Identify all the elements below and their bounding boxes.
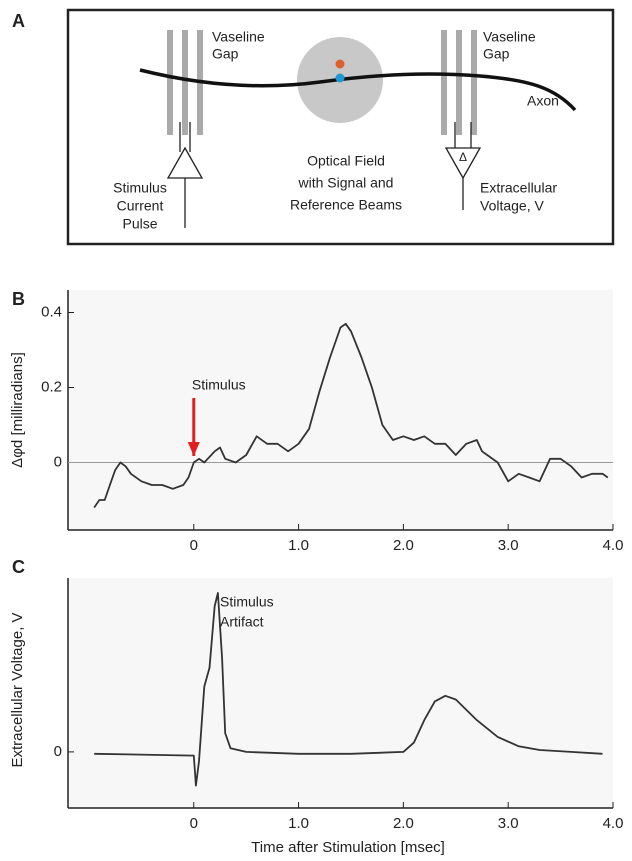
label: Vaseline: [212, 29, 265, 45]
panel-label: B: [12, 289, 25, 309]
label: Optical Field: [307, 153, 385, 169]
y-tick-label: 0.2: [41, 378, 62, 395]
label: Gap: [483, 46, 510, 62]
x-axis-label: Time after Stimulation [msec]: [251, 839, 445, 856]
plot-area: [68, 290, 613, 530]
amplifiers: [166, 122, 482, 228]
label: Pulse: [122, 216, 157, 232]
axon: [139, 68, 577, 112]
x-tick-label: 3.0: [498, 815, 519, 832]
x-tick-label: 1.0: [288, 537, 309, 554]
annotation: Stimulus: [220, 594, 274, 610]
label: Extracellular: [480, 180, 557, 196]
label: Gap: [212, 46, 239, 62]
label: Reference Beams: [290, 197, 402, 213]
annotation: Stimulus: [192, 377, 246, 393]
signal-beam: [335, 59, 345, 69]
panel-label: A: [12, 11, 25, 31]
frame: [66, 8, 615, 246]
x-tick-label: 0: [190, 537, 198, 554]
y-axis-label: Δφd [milliradians]: [9, 352, 26, 468]
x-tick-label: 2.0: [393, 537, 414, 554]
panel-label: C: [12, 557, 25, 577]
x-tick-label: 4.0: [603, 815, 624, 832]
data-line: [93, 322, 609, 509]
delta: Δ: [459, 150, 467, 164]
annotation: Artifact: [220, 614, 264, 630]
y-tick-label: 0: [54, 453, 62, 470]
label: Vaseline: [483, 29, 536, 45]
diagram: Δ Vaseline Gap Vaseline Gap Axon Optical…: [66, 8, 615, 246]
label: with Signal and: [298, 175, 394, 191]
x-tick-label: 1.0: [288, 815, 309, 832]
label: Axon: [527, 93, 559, 109]
y-tick-label: 0.4: [41, 303, 62, 320]
label: Current: [117, 198, 164, 214]
x-tick-label: 4.0: [603, 537, 624, 554]
x-tick-label: 3.0: [498, 537, 519, 554]
label: Voltage, V: [480, 198, 544, 214]
y-tick-label: 0: [54, 743, 62, 760]
x-tick-label: 2.0: [393, 815, 414, 832]
reference-beam: [335, 73, 345, 83]
plot-area: [68, 578, 613, 808]
y-axis-label: Extracellular Voltage, V: [9, 612, 26, 767]
data-line: [94, 592, 603, 787]
label: Stimulus: [113, 180, 167, 196]
x-tick-label: 0: [190, 815, 198, 832]
